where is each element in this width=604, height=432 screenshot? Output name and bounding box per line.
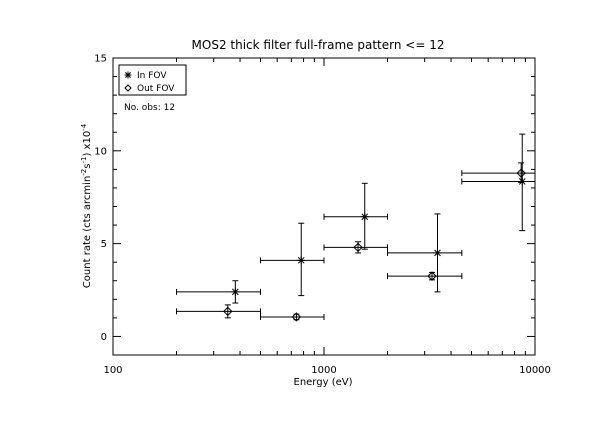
legend: In FOV Out FOV bbox=[118, 64, 187, 96]
asterisk-stroke bbox=[297, 256, 305, 264]
x-tick-label: 10000 bbox=[519, 365, 551, 376]
y-label-exp2: -1 bbox=[80, 157, 88, 164]
series-diamond bbox=[176, 162, 536, 322]
legend-label-out-fov: Out FOV bbox=[137, 84, 175, 94]
data-point bbox=[323, 241, 389, 254]
y-axis-label: Count rate (cts arcmin-2s-1) x10-4 bbox=[80, 123, 93, 288]
legend-box bbox=[118, 64, 187, 96]
data-point bbox=[461, 162, 536, 183]
asterisk-marker bbox=[518, 177, 527, 186]
y-label-suffix: ) x10 bbox=[82, 131, 93, 157]
y-tick-label: 10 bbox=[94, 146, 107, 157]
y-label-exp3: -4 bbox=[80, 123, 88, 131]
y-tick-label: 5 bbox=[101, 239, 107, 250]
y-tick-label: 0 bbox=[101, 332, 107, 343]
x-tick-label: 1000 bbox=[311, 365, 336, 376]
asterisk-stroke bbox=[231, 288, 239, 296]
asterisk-marker bbox=[360, 212, 369, 221]
data-marks bbox=[176, 133, 536, 322]
data-point bbox=[259, 312, 325, 322]
diamond-marker bbox=[353, 242, 363, 253]
legend-asterisk-icon bbox=[124, 71, 132, 79]
y-label-exp1: -2 bbox=[80, 169, 88, 176]
y-label-prefix: Count rate (cts arcmin bbox=[82, 176, 93, 288]
asterisk-marker bbox=[231, 287, 240, 296]
chart-title: MOS2 thick filter full-frame pattern <= … bbox=[192, 38, 445, 52]
asterisk-marker bbox=[297, 256, 306, 265]
axes: 100 1000 10000 0 5 10 15 bbox=[94, 54, 551, 377]
diamond-marker bbox=[427, 271, 437, 281]
data-point bbox=[387, 213, 463, 293]
series-asterisk bbox=[176, 133, 536, 304]
diamond-marker bbox=[291, 312, 302, 322]
diamond-marker bbox=[223, 306, 233, 317]
x-tick-label: 100 bbox=[103, 365, 122, 376]
diamond-marker bbox=[516, 168, 526, 178]
asterisk-stroke bbox=[434, 249, 441, 257]
annotation-no-obs: No. obs: 12 bbox=[124, 103, 175, 113]
legend-diamond-icon bbox=[124, 84, 132, 92]
data-point bbox=[323, 182, 389, 250]
data-point bbox=[176, 304, 261, 319]
y-tick-label: 15 bbox=[94, 54, 107, 65]
diamond-marker bbox=[124, 84, 132, 92]
asterisk-stroke bbox=[125, 72, 131, 78]
asterisk-stroke bbox=[361, 213, 369, 221]
data-point bbox=[259, 222, 325, 297]
asterisk-marker bbox=[124, 71, 132, 79]
asterisk-stroke bbox=[518, 178, 526, 185]
data-point bbox=[176, 280, 261, 304]
x-axis-label: Energy (eV) bbox=[294, 377, 353, 388]
asterisk-marker bbox=[433, 248, 442, 257]
y-label-mid: s bbox=[82, 164, 93, 169]
legend-label-in-fov: In FOV bbox=[137, 71, 167, 81]
data-point bbox=[387, 271, 463, 281]
